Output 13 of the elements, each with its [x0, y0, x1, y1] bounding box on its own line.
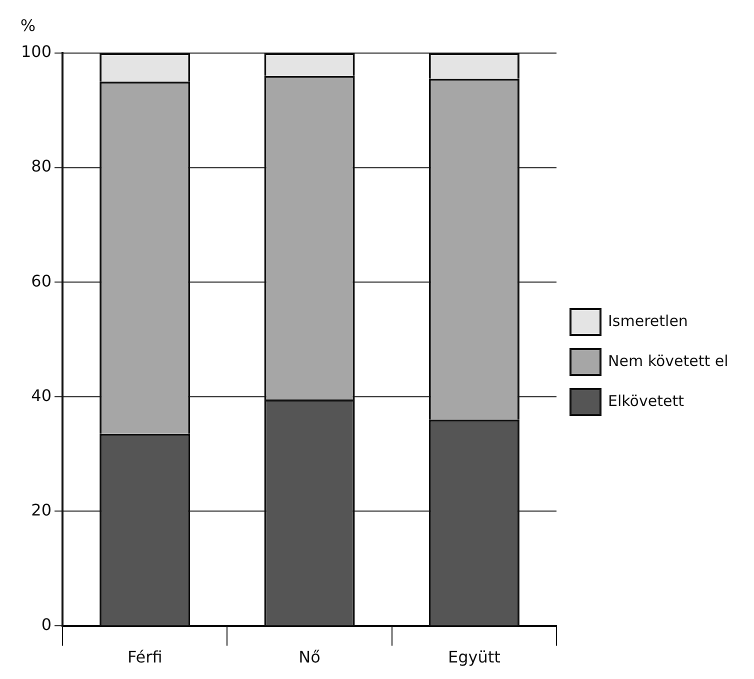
x-tick-label: Együtt: [448, 648, 500, 667]
y-tick-label: 60: [31, 271, 52, 290]
y-tick-label: 0: [41, 614, 52, 634]
legend-label: Elkövetett: [608, 392, 684, 410]
x-tick-label: Férfi: [127, 648, 162, 667]
legend-label: Nem követett el: [608, 352, 728, 370]
y-tick-label: 20: [31, 500, 52, 520]
x-tick-label: Nő: [298, 648, 320, 667]
y-tick-label: 80: [31, 156, 52, 176]
y-tick-label: 40: [31, 386, 52, 405]
y-axis-title: %: [20, 16, 36, 36]
y-tick-label: 100: [20, 42, 52, 62]
legend-label: Ismeretlen: [608, 312, 688, 330]
